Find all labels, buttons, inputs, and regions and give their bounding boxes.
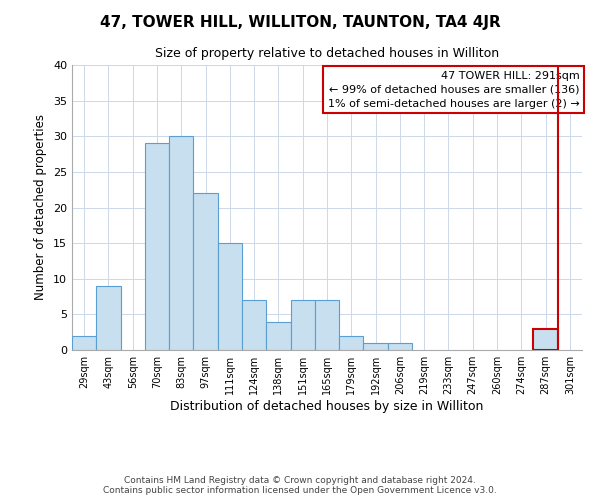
Bar	[533, 328, 558, 350]
Bar	[242, 300, 266, 350]
Text: 47, TOWER HILL, WILLITON, TAUNTON, TA4 4JR: 47, TOWER HILL, WILLITON, TAUNTON, TA4 4…	[100, 15, 500, 30]
Bar	[315, 300, 339, 350]
Text: 47 TOWER HILL: 291sqm
← 99% of detached houses are smaller (136)
1% of semi-deta: 47 TOWER HILL: 291sqm ← 99% of detached …	[328, 70, 580, 108]
Text: Contains HM Land Registry data © Crown copyright and database right 2024.
Contai: Contains HM Land Registry data © Crown c…	[103, 476, 497, 495]
Bar	[145, 144, 169, 350]
Bar	[266, 322, 290, 350]
Bar	[218, 243, 242, 350]
Bar	[72, 336, 96, 350]
Bar	[290, 300, 315, 350]
Bar	[96, 286, 121, 350]
Y-axis label: Number of detached properties: Number of detached properties	[34, 114, 47, 300]
Bar	[388, 343, 412, 350]
Title: Size of property relative to detached houses in Williton: Size of property relative to detached ho…	[155, 46, 499, 60]
Bar	[339, 336, 364, 350]
Bar	[193, 193, 218, 350]
Bar	[364, 343, 388, 350]
Bar	[169, 136, 193, 350]
X-axis label: Distribution of detached houses by size in Williton: Distribution of detached houses by size …	[170, 400, 484, 413]
